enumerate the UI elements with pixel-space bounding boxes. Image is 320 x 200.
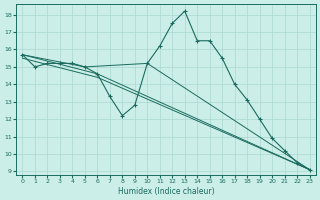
X-axis label: Humidex (Indice chaleur): Humidex (Indice chaleur) [118,187,214,196]
